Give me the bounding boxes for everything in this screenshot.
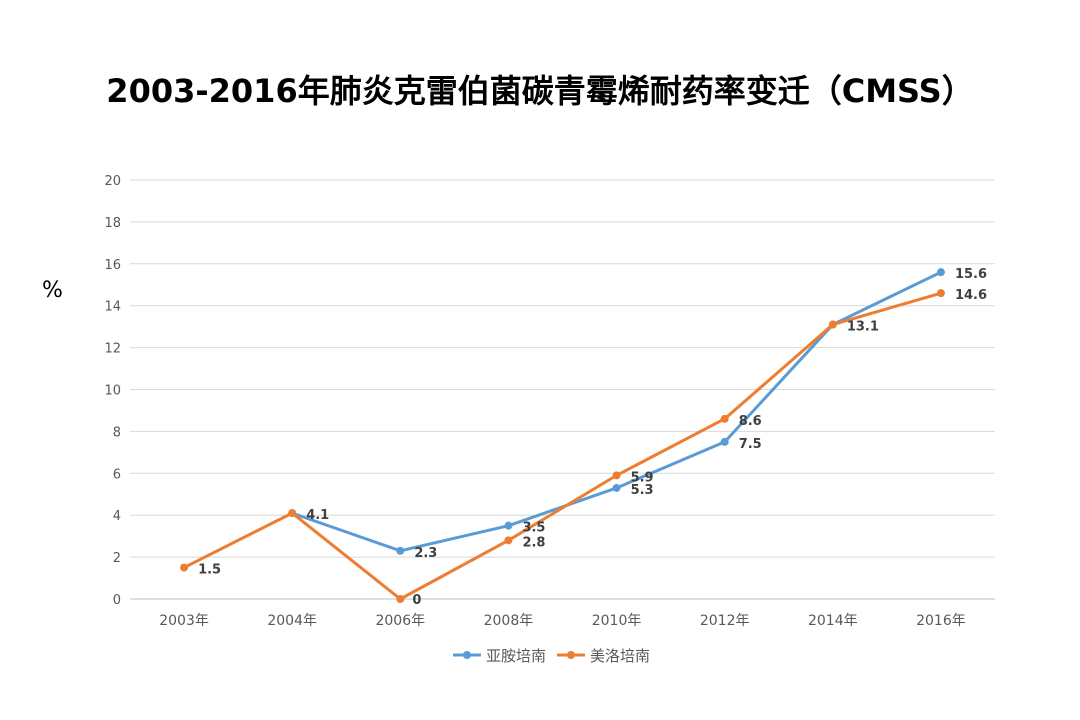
y-tick-label: 18 <box>104 216 121 231</box>
data-label: 2.3 <box>414 546 437 561</box>
data-label: 2.8 <box>522 535 545 550</box>
legend-marker <box>463 651 471 659</box>
data-label: 15.6 <box>955 267 987 282</box>
y-tick-label: 20 <box>104 174 121 189</box>
data-point <box>936 268 945 277</box>
x-tick-label: 2014年 <box>808 613 858 629</box>
data-label: 1.5 <box>198 563 221 578</box>
series-line-1 <box>291 270 942 553</box>
data-label: 5.3 <box>631 483 654 498</box>
y-tick-label: 12 <box>104 342 121 357</box>
x-tick-label: 2012年 <box>700 613 750 629</box>
data-label: 5.9 <box>631 470 654 485</box>
y-tick-label: 6 <box>113 467 121 482</box>
chart-title: 2003-2016年肺炎克雷伯菌碳青霉烯耐药率变迁（CMSS） <box>106 72 974 110</box>
y-tick-label: 8 <box>113 425 121 440</box>
y-tick-label: 10 <box>104 384 121 399</box>
data-point <box>396 546 405 555</box>
x-tick-label: 2003年 <box>159 613 209 629</box>
data-point <box>396 595 405 603</box>
series-line-2 <box>183 291 942 601</box>
data-label: 0 <box>412 593 421 608</box>
y-tick-label: 4 <box>113 509 121 524</box>
data-label: 7.5 <box>739 437 762 452</box>
x-tick-label: 2008年 <box>484 613 534 629</box>
y-tick-label: 14 <box>104 300 121 315</box>
data-point <box>504 536 513 545</box>
x-tick-label: 2006年 <box>375 613 425 629</box>
data-point <box>936 289 945 298</box>
data-label: 8.6 <box>739 414 762 429</box>
data-point <box>288 509 297 518</box>
y-axis-label: % <box>42 278 63 303</box>
data-label: 13.1 <box>847 320 879 335</box>
x-tick-label: 2004年 <box>267 613 317 629</box>
data-point <box>180 563 189 572</box>
y-tick-label: 16 <box>104 258 121 273</box>
data-point <box>720 414 729 423</box>
data-point <box>612 471 621 480</box>
y-tick-label: 2 <box>113 551 121 566</box>
x-tick-label: 2010年 <box>592 613 642 629</box>
data-label: 3.5 <box>522 521 545 536</box>
y-tick-label: 0 <box>113 593 121 608</box>
data-point <box>504 521 513 530</box>
data-point <box>828 320 837 329</box>
legend-label: 亚胺培南 <box>486 647 546 665</box>
x-tick-label: 2016年 <box>916 613 966 629</box>
data-point <box>612 483 621 492</box>
data-label: 4.1 <box>306 508 329 523</box>
data-label: 14.6 <box>955 288 987 303</box>
data-point <box>720 437 729 446</box>
legend-label: 美洛培南 <box>590 647 650 665</box>
legend-marker <box>567 651 575 659</box>
